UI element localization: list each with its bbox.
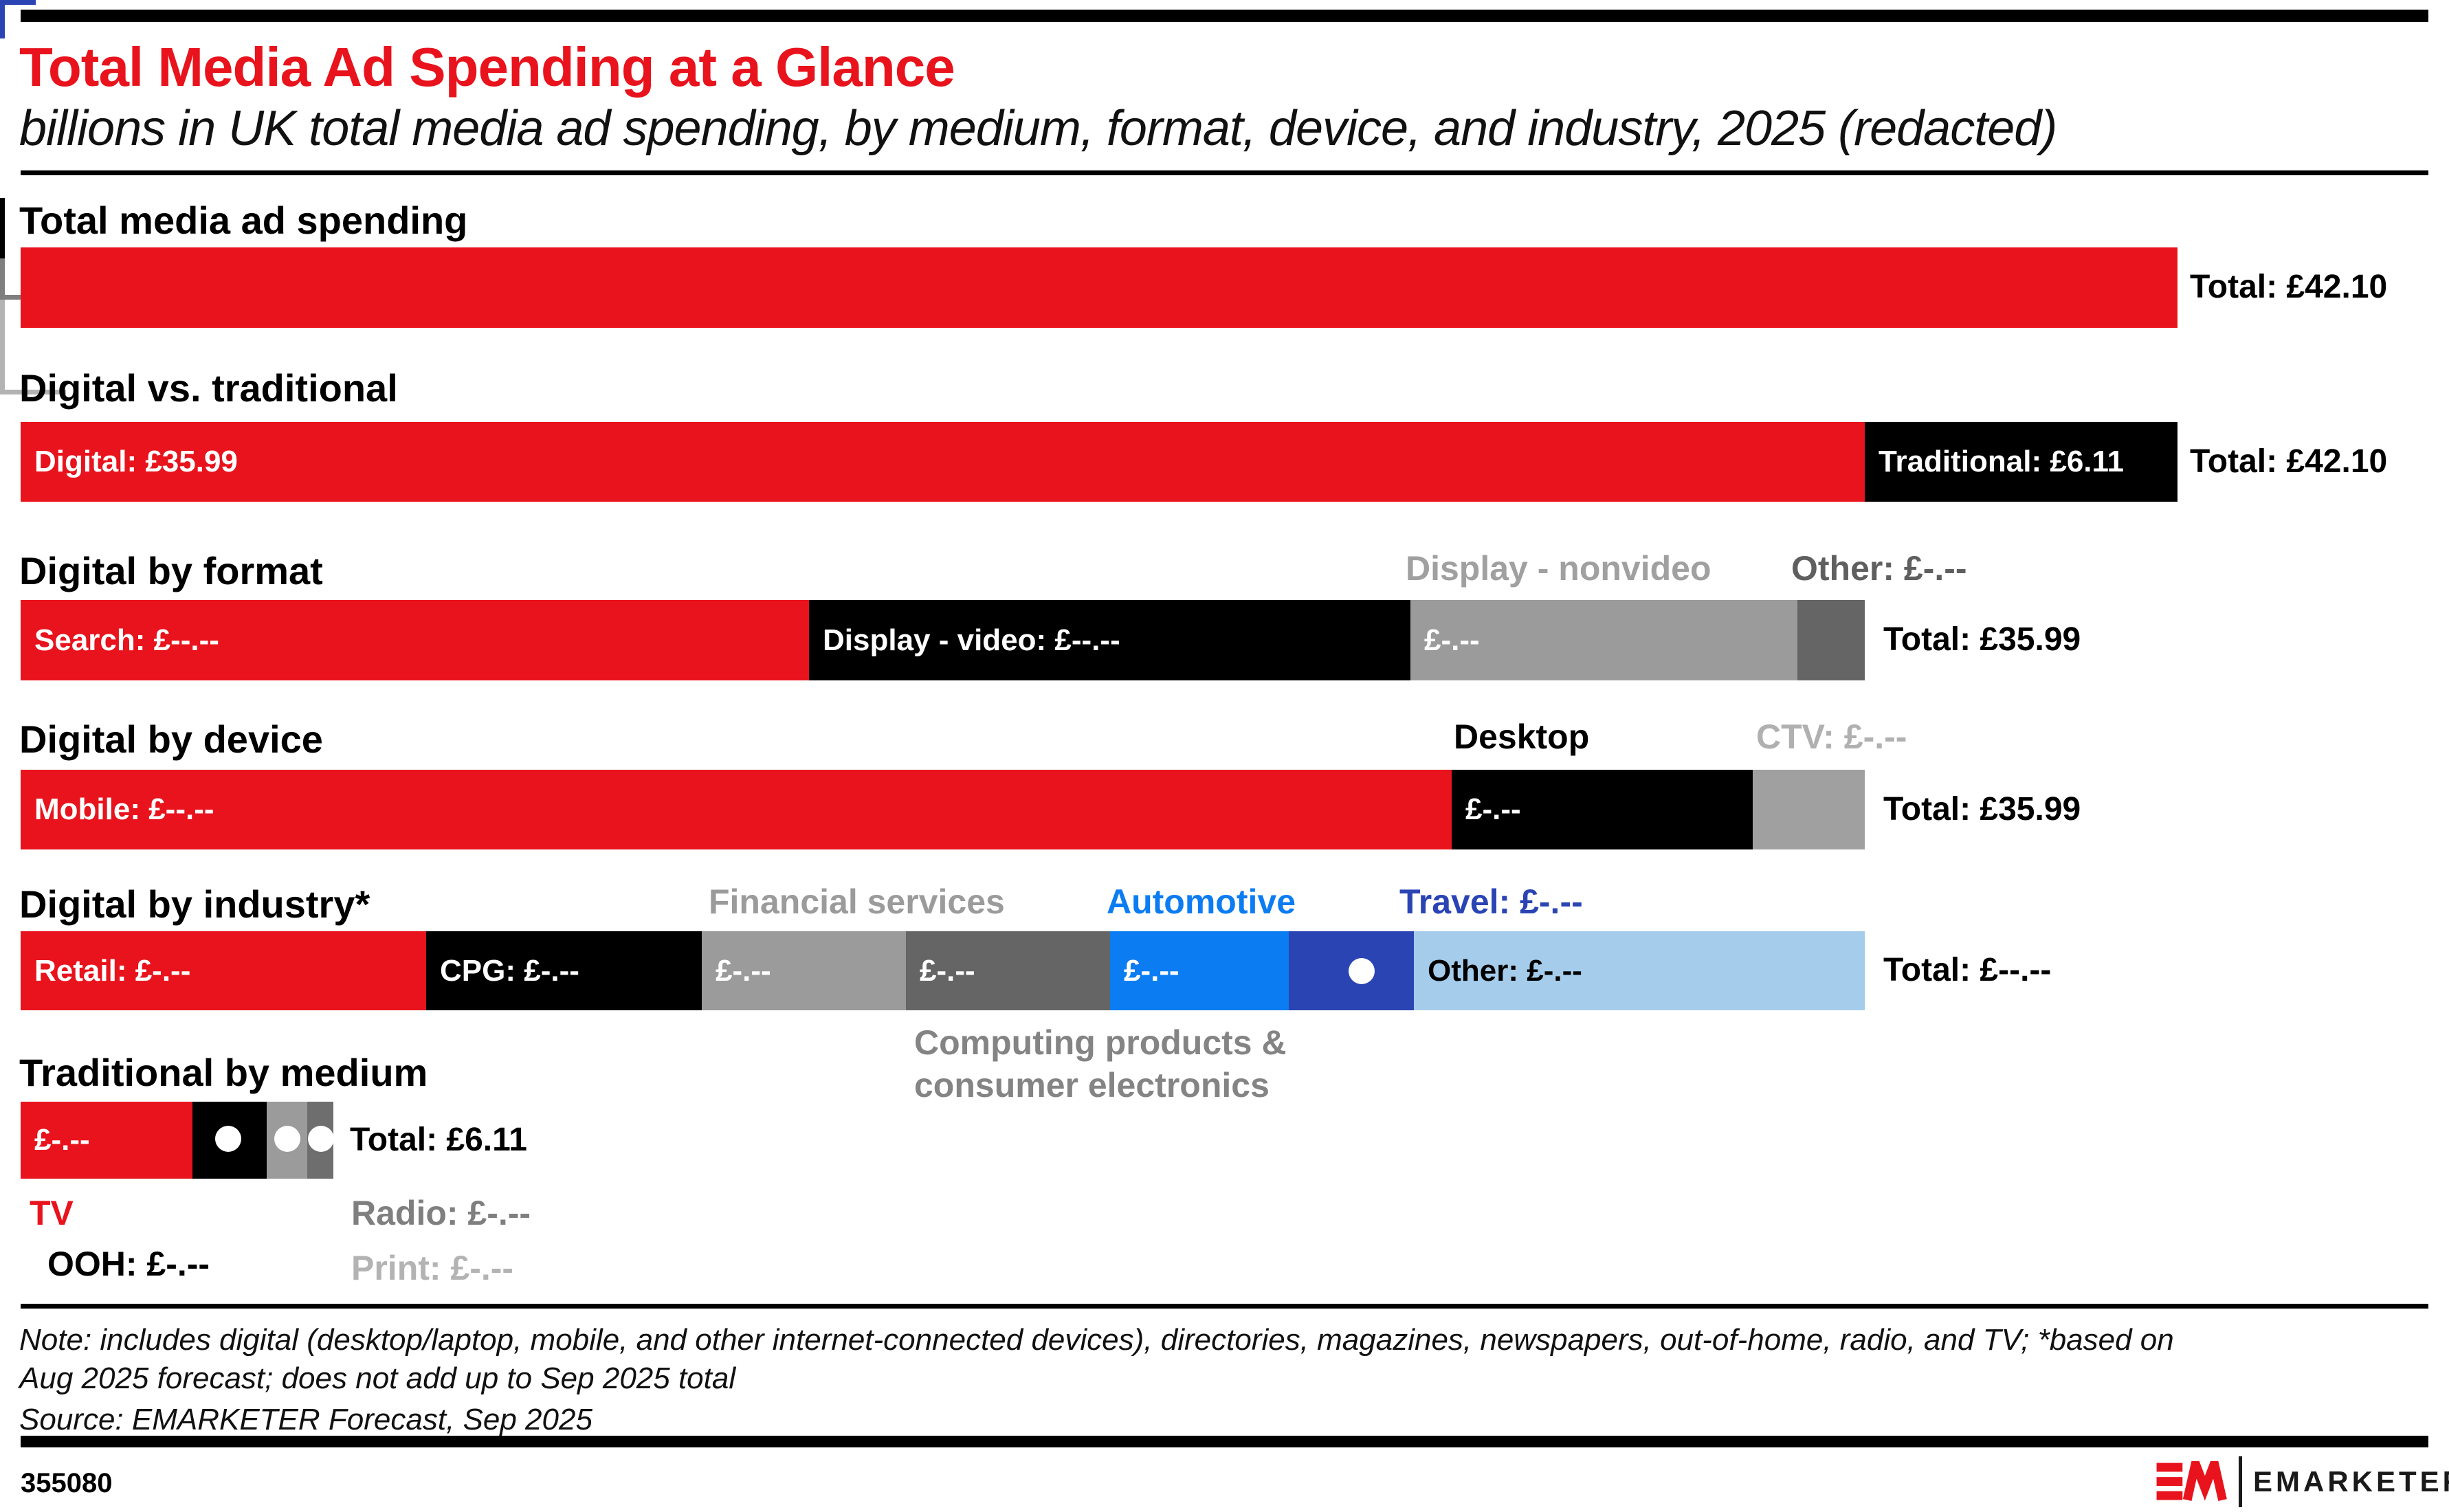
page-title: Total Media Ad Spending at a Glance [19, 36, 955, 98]
bar-segment-label: £-.-- [716, 953, 771, 988]
bar-segment-computing-products-consumer-electronics: £-.-- [906, 931, 1110, 1010]
bar-segment-other [1797, 600, 1865, 680]
bar-segment-label: Display - video: £--.-- [823, 623, 1120, 657]
bar-segment-label: Retail: £-.-- [34, 953, 191, 988]
callout-line [0, 300, 5, 390]
callout-line [0, 5, 5, 38]
bar-segment-cpg: CPG: £-.-- [426, 931, 702, 1010]
callout-line [0, 295, 32, 300]
bar-segment-label: Other: £-.-- [1428, 953, 1582, 988]
total-label: Total: £--.-- [1883, 952, 2052, 988]
bar-segment-label: Traditional: £6.11 [1879, 445, 2125, 478]
callout-line [0, 78, 5, 118]
above-label-ctv: CTV: £-.-- [1756, 718, 1907, 756]
bar-segment-ctv [1753, 770, 1865, 849]
bar-segment-tv: £-.-- [21, 1102, 192, 1179]
emarketer-logo: EMARKETER [2156, 1448, 2449, 1508]
callout-dot [215, 1126, 241, 1152]
above-label-travel: Travel: £-.-- [1399, 882, 1583, 921]
section-heading-digital-vs-traditional: Digital vs. traditional [19, 366, 398, 410]
chart-id: 355080 [21, 1468, 113, 1498]
section-heading-traditional-by-medium: Traditional by medium [19, 1051, 428, 1094]
bar-segment-label: £-.-- [34, 1123, 90, 1157]
callout-line [0, 390, 66, 394]
chart-note: Note: includes digital (desktop/laptop, … [19, 1323, 2174, 1396]
callout-line [0, 258, 5, 295]
logo-wordmark: EMARKETER [2253, 1465, 2449, 1498]
callout-dot [274, 1126, 300, 1152]
callout-line [0, 0, 36, 5]
total-label: Total: £42.10 [2190, 269, 2388, 305]
total-label: Total: £6.11 [350, 1122, 527, 1158]
bar-segment-label: Mobile: £--.-- [34, 792, 214, 826]
below-label-ooh: OOH: £-.-- [47, 1245, 210, 1283]
below-label-computing-products: Computing products & [914, 1023, 1287, 1062]
bar-segment-desktop: £-.-- [1452, 770, 1753, 849]
page-subtitle: billions in UK total media ad spending, … [19, 101, 2057, 156]
section-heading-digital-by-format: Digital by format [19, 549, 323, 592]
bar-segment-label: £-.-- [1424, 623, 1480, 657]
bar-segment-total-media [21, 247, 2177, 328]
callout-line [0, 38, 5, 78]
bar-segment-label: CPG: £-.-- [440, 953, 579, 988]
callout-dot [308, 1126, 334, 1152]
bar-segment-display-nonvideo: £-.-- [1410, 600, 1797, 680]
footer-rule [21, 1304, 2428, 1309]
below-label-radio: Radio: £-.-- [351, 1194, 531, 1232]
chart-sections: Total media ad spending Total: £42.10 Digi… [0, 0, 2449, 1287]
bar-segment-label: £-.-- [1465, 792, 1521, 826]
below-label-tv: TV [30, 1194, 74, 1232]
header-rule [21, 170, 2428, 175]
section-heading-total-media-ad-spending: Total media ad spending [19, 199, 468, 242]
emarketer-logo-icon [2156, 1448, 2228, 1502]
bar-segment-display-video: Display - video: £--.-- [809, 600, 1410, 680]
callout-line [0, 118, 5, 158]
above-label-display-nonvideo: Display - nonvideo [1406, 549, 1711, 588]
bar-segment-retail: Retail: £-.-- [21, 931, 426, 1010]
bar-segment-search: Search: £--.-- [21, 600, 809, 680]
section-heading-digital-by-industry: Digital by industry* [19, 882, 370, 926]
below-label-consumer-electronics: consumer electronics [914, 1066, 1270, 1104]
callout-line [0, 198, 5, 258]
bar-segment-traditional: Traditional: £6.11 [1865, 422, 2177, 502]
above-label-other: Other: £-.-- [1791, 549, 1967, 588]
top-rule [21, 10, 2428, 22]
bar-segment-label: £-.-- [920, 953, 975, 988]
bar-segment-label: Search: £--.-- [34, 623, 219, 657]
bar-segment-label: £-.-- [1124, 953, 1179, 988]
total-label: Total: £35.99 [1883, 621, 2081, 658]
callout-line [0, 158, 5, 198]
bar-segment-label: Digital: £35.99 [34, 445, 238, 478]
total-label: Total: £35.99 [1883, 791, 2081, 827]
callout-dot [1349, 958, 1375, 984]
bar-segment-digital: Digital: £35.99 [21, 422, 1865, 502]
logo-divider [2239, 1456, 2242, 1507]
above-label-desktop: Desktop [1454, 718, 1590, 756]
footer-thick-rule [21, 1436, 2428, 1447]
bar-segment-financial-services: £-.-- [702, 931, 906, 1010]
above-label-financial-services: Financial services [709, 882, 1005, 921]
above-label-automotive: Automotive [1107, 882, 1296, 921]
bar-segment-other: Other: £-.-- [1414, 931, 1865, 1010]
chart-source: Source: EMARKETER Forecast, Sep 2025 [19, 1403, 592, 1436]
section-heading-digital-by-device: Digital by device [19, 718, 323, 761]
below-label-print: Print: £-.-- [351, 1249, 514, 1287]
bar-segment-automotive: £-.-- [1110, 931, 1289, 1010]
total-label: Total: £42.10 [2190, 443, 2388, 480]
bar-segment-mobile: Mobile: £--.-- [21, 770, 1452, 849]
